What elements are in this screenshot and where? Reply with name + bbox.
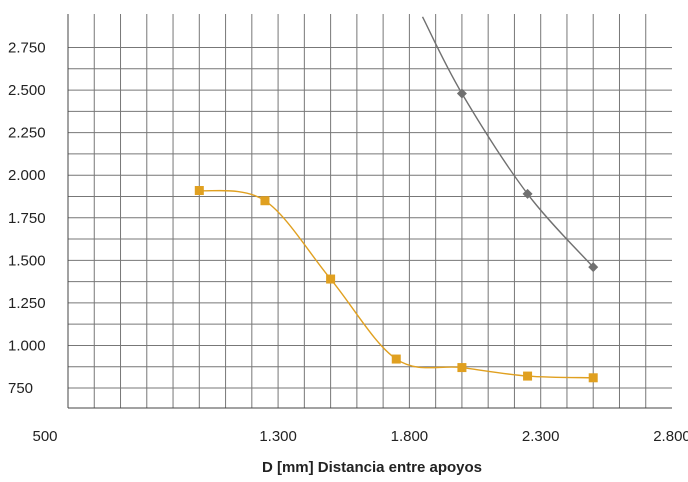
data-point	[457, 363, 467, 373]
series-0	[194, 186, 598, 383]
data-point	[522, 188, 533, 199]
data-point	[326, 274, 336, 284]
y-tick-label: 1.750	[8, 210, 46, 227]
tick-labels: 750 1.000 1.250 1.500 1.750 2.000 2.250 2.500 2.…	[8, 40, 688, 446]
data-point	[456, 88, 467, 99]
y-tick-label: 1.500	[8, 252, 46, 269]
y-tick-label: 2.250	[8, 125, 46, 142]
series-line	[421, 16, 594, 268]
y-tick-label: 2.000	[8, 167, 46, 184]
y-tick-label: 750	[8, 380, 33, 397]
x-tick-label: 2.300	[522, 428, 560, 445]
data-point	[588, 373, 598, 383]
y-tick-label: 2.750	[8, 40, 46, 57]
y-tick-label: 1.000	[8, 337, 46, 354]
data-point	[588, 262, 599, 273]
x-tick-label: 2.800	[653, 428, 688, 445]
y-tick-label: 1.250	[8, 295, 46, 312]
data-point	[260, 196, 270, 206]
data-point	[391, 354, 401, 364]
grid	[67, 14, 672, 409]
y-tick-label: 2.500	[8, 82, 46, 99]
x-tick-label: 1.300	[259, 428, 297, 445]
series-layer	[194, 16, 599, 383]
x-axis-title: D [mm] Distancia entre apoyos	[262, 459, 482, 476]
x-tick-label: 1.800	[391, 428, 429, 445]
data-point	[523, 371, 533, 381]
x-tick-label: 500	[32, 428, 57, 445]
series-1	[421, 16, 599, 273]
data-point	[194, 186, 204, 196]
series-line	[199, 189, 594, 379]
